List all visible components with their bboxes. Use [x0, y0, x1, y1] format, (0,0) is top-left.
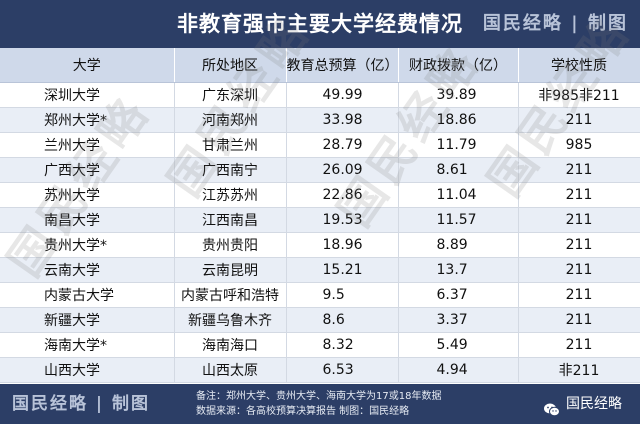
cell-school-type: 非211 [518, 357, 640, 383]
cell-school-type: 985 [518, 132, 640, 158]
cell-region: 江西南昌 [174, 207, 287, 233]
wechat-icon [543, 395, 561, 417]
cell-university: 新疆大学 [0, 307, 175, 333]
cell-university: 海南大学* [0, 332, 175, 358]
cell-university: 广西大学 [0, 157, 175, 183]
cell-region: 山西太原 [174, 357, 287, 383]
cell-university: 郑州大学* [0, 107, 175, 133]
cell-total-budget: 6.53 [286, 357, 399, 383]
cell-university: 贵州大学* [0, 232, 175, 258]
cell-region: 海南海口 [174, 332, 287, 358]
cell-school-type: 211 [518, 307, 640, 333]
col-header-region: 所处地区 [174, 48, 287, 83]
cell-total-budget: 18.96 [286, 232, 399, 258]
cell-region: 贵州贵阳 [174, 232, 287, 258]
cell-total-budget: 22.86 [286, 182, 399, 208]
cell-total-budget: 33.98 [286, 107, 399, 133]
cell-fiscal-allocation: 39.89 [398, 82, 519, 108]
table-row: 广西大学 广西南宁 26.09 8.61 211 [0, 157, 640, 183]
cell-region: 广东深圳 [174, 82, 287, 108]
cell-total-budget: 49.99 [286, 82, 399, 108]
table-row: 兰州大学 甘肃兰州 28.79 11.79 985 [0, 132, 640, 158]
cell-school-type: 211 [518, 107, 640, 133]
cell-fiscal-allocation: 11.79 [398, 132, 519, 158]
cell-fiscal-allocation: 8.61 [398, 157, 519, 183]
table-row: 贵州大学* 贵州贵阳 18.96 8.89 211 [0, 232, 640, 258]
cell-fiscal-allocation: 11.57 [398, 207, 519, 233]
table-header-row: 大学 所处地区 教育总预算（亿） 财政拨款（亿） 学校性质 [0, 48, 640, 83]
cell-total-budget: 8.6 [286, 307, 399, 333]
header-brand: 国民经略 | 制图 [482, 13, 628, 34]
footer-note-remark: 备注：郑州大学、贵州大学、海南大学为17或18年数据 [196, 391, 442, 402]
page-title: 非教育强市主要大学经费情况 [177, 12, 463, 36]
wechat-account-label: 国民经略 [566, 396, 622, 412]
cell-school-type: 211 [518, 207, 640, 233]
cell-school-type: 211 [518, 282, 640, 308]
cell-fiscal-allocation: 8.89 [398, 232, 519, 258]
cell-region: 新疆乌鲁木齐 [174, 307, 287, 333]
table-row: 海南大学* 海南海口 8.32 5.49 211 [0, 332, 640, 358]
footer-notes: 备注：郑州大学、贵州大学、海南大学为17或18年数据 数据来源：各高校预算决算报… [196, 389, 456, 419]
cell-fiscal-allocation: 3.37 [398, 307, 519, 333]
table-row: 郑州大学* 河南郑州 33.98 18.86 211 [0, 107, 640, 133]
table-row: 云南大学 云南昆明 15.21 13.7 211 [0, 257, 640, 283]
cell-university: 深圳大学 [0, 82, 175, 108]
cell-region: 广西南宁 [174, 157, 287, 183]
cell-university: 南昌大学 [0, 207, 175, 233]
table-row: 内蒙古大学 内蒙古呼和浩特 9.5 6.37 211 [0, 282, 640, 308]
col-header-school-type: 学校性质 [518, 48, 640, 83]
cell-fiscal-allocation: 13.7 [398, 257, 519, 283]
cell-total-budget: 19.53 [286, 207, 399, 233]
cell-school-type: 211 [518, 232, 640, 258]
cell-fiscal-allocation: 18.86 [398, 107, 519, 133]
wechat-account: 国民经略 [543, 384, 622, 424]
table-body: 深圳大学 广东深圳 49.99 39.89 非985非211 郑州大学* 河南郑州 33.98… [0, 82, 640, 383]
cell-total-budget: 8.32 [286, 332, 399, 358]
cell-region: 内蒙古呼和浩特 [174, 282, 287, 308]
footer-bar: 国民经略 | 制图 备注：郑州大学、贵州大学、海南大学为17或18年数据 数据来… [0, 384, 640, 424]
table-row: 深圳大学 广东深圳 49.99 39.89 非985非211 [0, 82, 640, 108]
cell-total-budget: 28.79 [286, 132, 399, 158]
cell-school-type: 211 [518, 157, 640, 183]
budget-table: 大学 所处地区 教育总预算（亿） 财政拨款（亿） 学校性质 深圳大学 广东深圳 49… [0, 48, 640, 383]
cell-university: 山西大学 [0, 357, 175, 383]
cell-region: 江苏苏州 [174, 182, 287, 208]
cell-university: 兰州大学 [0, 132, 175, 158]
footer-note-source: 数据来源：各高校预算决算报告 制图：国民经略 [196, 406, 410, 417]
table-row: 山西大学 山西太原 6.53 4.94 非211 [0, 357, 640, 383]
cell-fiscal-allocation: 6.37 [398, 282, 519, 308]
cell-region: 河南郑州 [174, 107, 287, 133]
cell-school-type: 211 [518, 332, 640, 358]
cell-total-budget: 15.21 [286, 257, 399, 283]
header-bar: 非教育强市主要大学经费情况 国民经略 | 制图 [0, 0, 640, 48]
table-row: 新疆大学 新疆乌鲁木齐 8.6 3.37 211 [0, 307, 640, 333]
footer-brand: 国民经略 | 制图 [12, 394, 151, 414]
col-header-university: 大学 [0, 48, 175, 83]
cell-region: 云南昆明 [174, 257, 287, 283]
cell-university: 云南大学 [0, 257, 175, 283]
cell-university: 苏州大学 [0, 182, 175, 208]
cell-school-type: 非985非211 [518, 82, 640, 108]
col-header-fiscal-allocation: 财政拨款（亿） [398, 48, 519, 83]
cell-fiscal-allocation: 5.49 [398, 332, 519, 358]
col-header-total-budget: 教育总预算（亿） [286, 48, 399, 83]
table-row: 南昌大学 江西南昌 19.53 11.57 211 [0, 207, 640, 233]
cell-region: 甘肃兰州 [174, 132, 287, 158]
cell-school-type: 211 [518, 257, 640, 283]
cell-total-budget: 26.09 [286, 157, 399, 183]
table-row: 苏州大学 江苏苏州 22.86 11.04 211 [0, 182, 640, 208]
cell-university: 内蒙古大学 [0, 282, 175, 308]
cell-total-budget: 9.5 [286, 282, 399, 308]
cell-school-type: 211 [518, 182, 640, 208]
cell-fiscal-allocation: 4.94 [398, 357, 519, 383]
cell-fiscal-allocation: 11.04 [398, 182, 519, 208]
